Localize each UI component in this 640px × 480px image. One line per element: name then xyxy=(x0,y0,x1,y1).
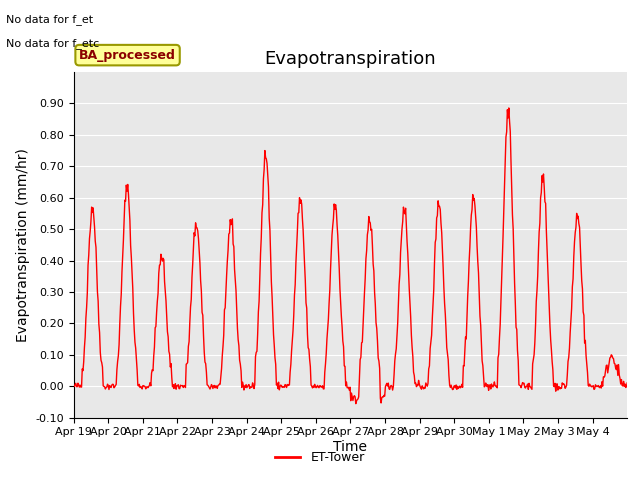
Text: No data for f_etc: No data for f_etc xyxy=(6,38,100,49)
Text: No data for f_et: No data for f_et xyxy=(6,14,93,25)
Title: Evapotranspiration: Evapotranspiration xyxy=(264,49,436,68)
Text: BA_processed: BA_processed xyxy=(79,48,176,61)
Y-axis label: Evapotranspiration (mm/hr): Evapotranspiration (mm/hr) xyxy=(16,148,29,342)
Legend: ET-Tower: ET-Tower xyxy=(270,446,370,469)
X-axis label: Time: Time xyxy=(333,440,367,454)
